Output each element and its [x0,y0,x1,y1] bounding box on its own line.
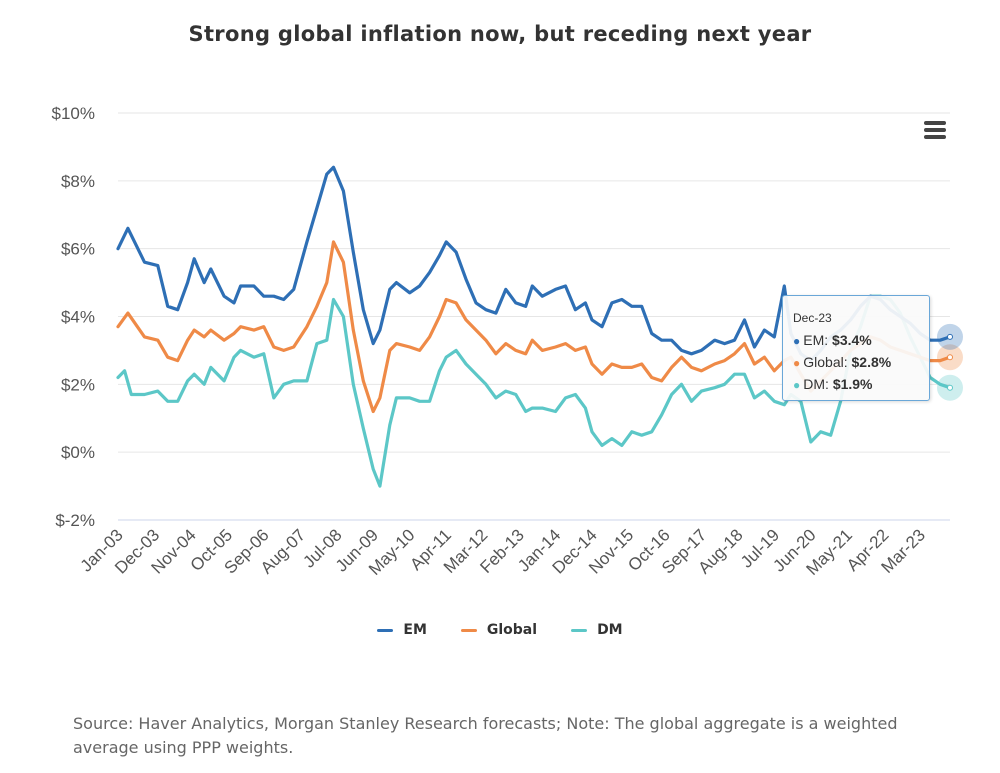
source-note: Source: Haver Analytics, Morgan Stanley … [73,714,898,757]
hover-point-em[interactable] [947,333,953,340]
hover-markers [937,323,963,401]
x-axis-ticks: Jan-03Dec-03Nov-04Oct-05Sep-06Aug-07Jul-… [77,525,929,579]
y-tick-label: $-2% [55,511,95,530]
legend-label-em: EM [403,622,427,638]
tooltip-em-label: EM: [803,332,833,348]
y-tick-label: $0% [61,443,95,462]
y-tick-label: $8% [61,172,95,191]
tooltip-global-label: Global: [803,354,852,370]
tooltip-row-global: ● Global: $2.8% [793,354,891,370]
tooltip-dm-value: $1.9% [832,376,873,392]
dm-dot-icon: ● [793,378,801,392]
hover-point-dm[interactable] [947,384,953,391]
dm-line-icon [571,628,588,632]
global-line-icon [460,628,477,632]
tooltip-row-dm: ● DM: $1.9% [793,376,873,392]
tooltip-em-value: $3.4% [832,332,872,348]
hamburger-menu-icon[interactable] [918,114,952,146]
legend-label-global: Global [486,622,538,638]
series-line-dm[interactable] [116,294,952,488]
hover-point-global[interactable] [947,354,953,361]
tooltip-dm-label: DM: [803,376,833,392]
y-axis-ticks: $-2% $0% $2% $4% $6% $8% $10% [52,104,95,530]
y-tick-label: $2% [61,375,95,394]
y-tick-label: $4% [61,308,95,327]
chart-gridlines [118,112,950,521]
tooltip: Dec-23 ● EM: $3.4% ● Global: $2.8% ● DM: $1… [782,295,930,401]
chart-title: Strong global inflation now, but recedin… [188,22,812,46]
tooltip-date: Dec-23 [793,311,832,325]
em-line-icon [377,628,394,632]
legend-label-dm: DM [597,622,623,638]
y-tick-label: $6% [61,240,95,259]
legend: EM Global DM [0,622,1000,638]
global-dot-icon: ● [793,356,801,370]
tooltip-row-em: ● EM: $3.4% [793,332,872,348]
y-tick-label: $10% [52,104,95,123]
legend-item-global[interactable]: Global [460,622,538,638]
tooltip-global-value: $2.8% [851,354,892,370]
em-dot-icon: ● [793,334,801,348]
legend-item-dm[interactable]: DM [571,622,623,638]
legend-item-em[interactable]: EM [377,622,427,638]
